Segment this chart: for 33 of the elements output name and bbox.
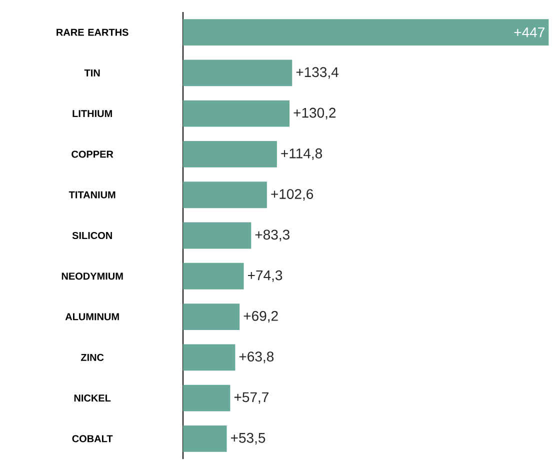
bar [183, 344, 236, 371]
y-tick-label: NICKEL [74, 394, 111, 402]
bar [183, 304, 240, 330]
data-label: +53,5 [230, 432, 266, 444]
data-label: +130,2 [294, 108, 336, 120]
data-label: +447 [514, 28, 544, 38]
y-tick-label: TIN [84, 70, 100, 76]
bar [183, 100, 290, 127]
bar [183, 222, 252, 249]
bar [183, 425, 227, 452]
bar [183, 182, 267, 208]
data-label: +83,3 [255, 230, 290, 242]
y-tick-label: COPPER [72, 150, 114, 158]
bar [183, 60, 292, 86]
y-tick-label: SILICON [72, 232, 112, 240]
y-tick-label: ALUMINUM [65, 313, 119, 320]
data-label: +102,6 [271, 189, 314, 201]
data-label: +114,8 [281, 148, 322, 160]
data-label: +69,2 [244, 310, 278, 323]
bar [183, 141, 277, 168]
data-label: +63,8 [239, 352, 274, 364]
y-tick-label: LITHIUM [72, 110, 112, 118]
bar [183, 384, 230, 412]
data-label: +133,4 [296, 67, 338, 79]
y-tick-label: COBALT [72, 435, 113, 442]
y-tick-label: NEODYMIUM [62, 272, 123, 280]
data-label: +74,3 [248, 270, 282, 282]
y-tick-label: ZINC [80, 354, 104, 361]
data-label: +57,7 [234, 392, 268, 404]
bar [183, 19, 549, 46]
bar [183, 262, 244, 290]
y-tick-label: TITANIUM [68, 191, 116, 198]
y-tick-label: RARE EARTHS [56, 28, 128, 36]
